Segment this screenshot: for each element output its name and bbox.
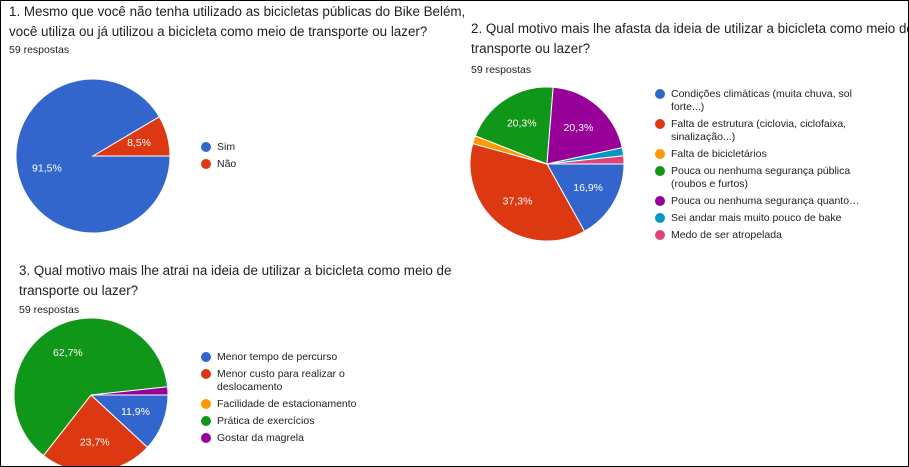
legend-label: Não xyxy=(217,158,237,170)
slice-label: 20,3% xyxy=(507,117,537,129)
legend-swatch xyxy=(655,196,665,206)
chart-title: 3. Qual motivo mais lhe atrai na ideia d… xyxy=(19,263,452,298)
chart-panel: 2. Qual motivo mais lhe afasta da ideia … xyxy=(463,1,909,241)
legend: Condições climáticas (muita chuva, sol f… xyxy=(655,88,870,241)
legend-swatch xyxy=(655,213,665,223)
pie-slice xyxy=(469,143,586,241)
legend-label: Gostar da magrela xyxy=(217,432,304,444)
legend-label: Falta de estrutura (ciclovia, ciclofaixa… xyxy=(671,118,847,143)
legend-swatch xyxy=(655,149,665,159)
response-count: 59 respostas xyxy=(471,64,532,76)
legend-label: Facilidade de estacionamento xyxy=(217,398,357,410)
slice-label: 8,5% xyxy=(127,137,151,149)
legend-label: Menor custo para realizar o deslocamento xyxy=(217,368,345,393)
legend-swatch xyxy=(201,352,211,362)
legend-swatch xyxy=(655,119,665,129)
legend-label: Condições climáticas (muita chuva, sol f… xyxy=(671,88,852,113)
legend-item: Falta de bicicletários xyxy=(655,148,870,161)
response-count: 59 respostas xyxy=(9,44,70,56)
pie-slice xyxy=(13,317,169,457)
legend-item: Sim xyxy=(201,141,351,154)
slice-label: 91,5% xyxy=(32,162,62,174)
slice-label: 23,7% xyxy=(80,436,110,448)
legend: Menor tempo de percurso Menor custo para … xyxy=(201,351,361,449)
chart-panel: 3. Qual motivo mais lhe atrai na ideia d… xyxy=(1,241,469,466)
legend-swatch xyxy=(201,399,211,409)
legend-item: Prática de exercícios xyxy=(201,415,361,428)
legend-swatch xyxy=(201,416,211,426)
pie-slice xyxy=(42,394,149,466)
pie-slice xyxy=(474,86,554,165)
legend-label: Sei andar mais muito pouco de bake xyxy=(671,212,842,224)
legend-item: Condições climáticas (muita chuva, sol f… xyxy=(655,88,870,114)
legend-label: Menor tempo de percurso xyxy=(217,351,338,363)
legend-swatch xyxy=(201,142,211,152)
legend-item: Falta de estrutura (ciclovia, ciclofaixa… xyxy=(655,118,870,144)
legend-item: Gostar da magrela xyxy=(201,432,361,445)
pie-slice xyxy=(546,163,625,232)
legend-item: Medo de ser atropelada xyxy=(655,229,870,241)
legend-label: Falta de bicicletários xyxy=(671,148,767,160)
pie-slice xyxy=(546,155,625,165)
legend-swatch xyxy=(655,230,665,240)
pie-chart: 16,9% 37,3% 20,3% 20,3% xyxy=(469,86,625,241)
legend-label: Prática de exercícios xyxy=(217,415,315,427)
pie-slice xyxy=(546,86,623,165)
legend-swatch xyxy=(201,433,211,443)
pie-slice xyxy=(90,386,169,396)
slice-label: 20,3% xyxy=(564,122,594,134)
legend-item: Menor custo para realizar o deslocamento xyxy=(201,368,361,394)
legend-item: Sei andar mais muito pouco de bake xyxy=(655,212,870,225)
slice-label: 62,7% xyxy=(53,347,83,359)
slice-label: 16,9% xyxy=(573,182,603,194)
legend-swatch xyxy=(201,369,211,379)
slice-label: 11,9% xyxy=(121,406,150,418)
legend-swatch xyxy=(201,159,211,169)
pie-chart: 11,9% 23,7% 62,7% xyxy=(13,317,169,466)
legend-swatch xyxy=(655,166,665,176)
legend-label: Medo de ser atropelada xyxy=(671,229,782,241)
legend-item: Menor tempo de percurso xyxy=(201,351,361,364)
legend-label: Pouca ou nenhuma segurança quanto… xyxy=(671,195,860,207)
pie-slice xyxy=(91,116,171,157)
legend-item: Pouca ou nenhuma segurança quanto… xyxy=(655,195,870,208)
response-count: 59 respostas xyxy=(19,304,80,316)
legend-swatch xyxy=(655,89,665,99)
slice-label: 37,3% xyxy=(503,195,533,207)
legend: Sim Não xyxy=(201,141,351,175)
legend-label: Sim xyxy=(217,141,236,153)
legend-label: Pouca ou nenhuma segurança pública (roub… xyxy=(671,165,851,190)
pie-chart: 91,5% 8,5% xyxy=(15,78,171,234)
chart-title: 2. Qual motivo mais lhe afasta da ideia … xyxy=(471,21,909,56)
chart-panel: 1. Mesmo que você não tenha utilizado as… xyxy=(1,1,469,241)
chart-title: 1. Mesmo que você não tenha utilizado as… xyxy=(9,4,466,39)
legend-item: Pouca ou nenhuma segurança pública (roub… xyxy=(655,165,870,191)
legend-item: Não xyxy=(201,158,351,171)
legend-item: Facilidade de estacionamento xyxy=(201,398,361,411)
